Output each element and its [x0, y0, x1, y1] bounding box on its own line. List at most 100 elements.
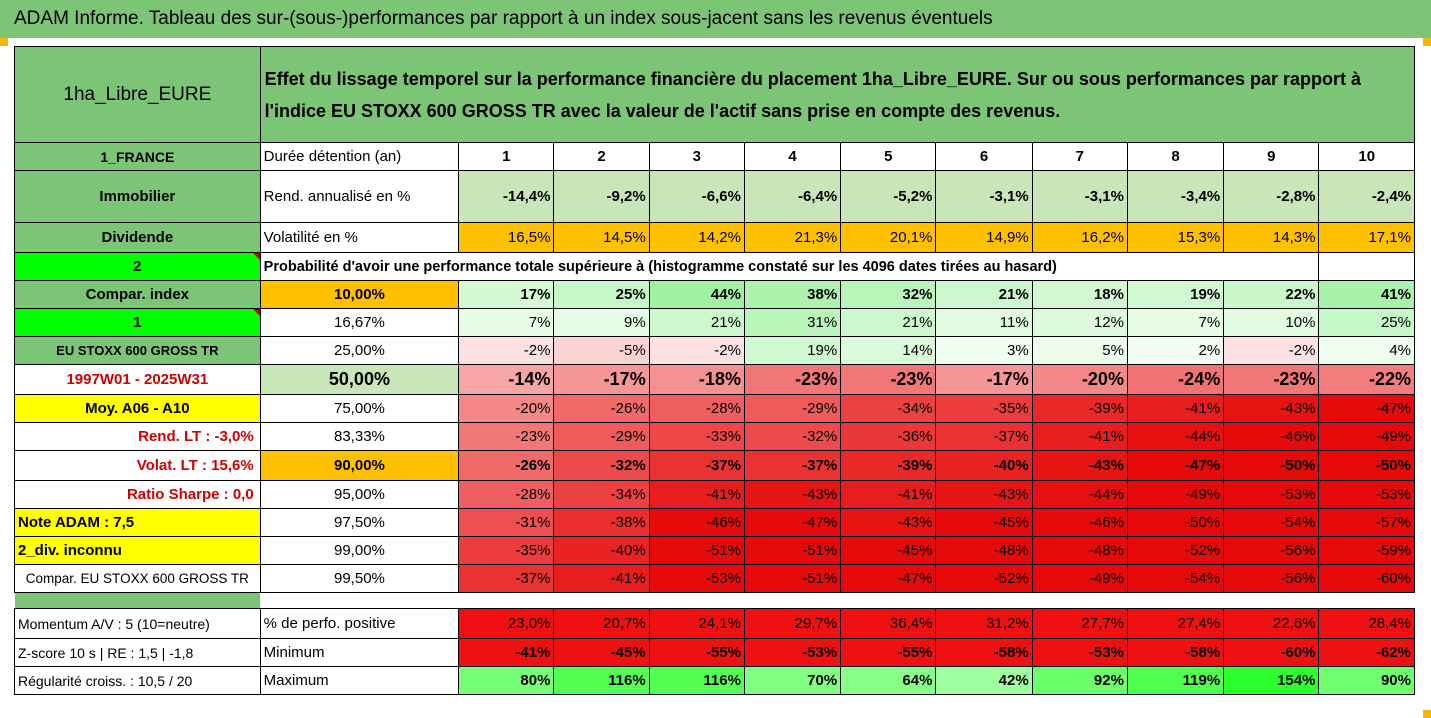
quantile-row: 1 16,67% 7% 9% 21% 31% 21% 11% 12% 7% 10% 25%	[14, 308, 1415, 337]
corner-marker	[0, 38, 8, 46]
quantile-value: -35%	[458, 536, 555, 565]
pct-pos-value: 27,4%	[1126, 608, 1225, 639]
quantile-value: 25%	[1318, 308, 1415, 337]
max-row: Régularité croiss. : 10,5 / 20 Maximum 80%…	[14, 666, 1415, 695]
quantile-value: -53%	[648, 564, 745, 593]
quantile-value: -22%	[1318, 364, 1415, 395]
quantile-value: -54%	[1126, 564, 1225, 593]
pct-pos-value: 27,7%	[1031, 608, 1128, 639]
quantile-label: 83,33%	[259, 422, 460, 451]
compar-full-label: Compar. EU STOXX 600 GROSS TR	[14, 564, 261, 593]
proba-label: Probabilité d'avoir une performance tota…	[259, 252, 1224, 281]
quantile-value: -46%	[1031, 508, 1128, 537]
quantile-label: 90,00%	[259, 450, 460, 481]
quantile-value: -43%	[1223, 394, 1320, 423]
spacer-cell	[260, 593, 459, 609]
year-header: 4	[743, 142, 842, 171]
quantile-label: 95,00%	[259, 480, 460, 509]
quantile-value: -53%	[1318, 480, 1415, 509]
quantile-value: -48%	[935, 536, 1033, 565]
max-label: Maximum	[259, 666, 460, 695]
quantile-value: -20%	[458, 394, 555, 423]
quantile-value: -45%	[840, 536, 937, 565]
spacer-cell	[554, 593, 649, 609]
quantile-value: -56%	[1223, 564, 1320, 593]
volat-value: 16,2%	[1031, 222, 1128, 253]
pct-pos-value: 36,4%	[840, 608, 937, 639]
compar-index-label: Compar. index	[14, 280, 261, 309]
quantile-value: 2%	[1126, 336, 1225, 365]
quantile-value: -23%	[1223, 364, 1320, 395]
quantile-value: -52%	[1126, 536, 1225, 565]
spacer-green	[14, 592, 261, 609]
quantile-label: 16,67%	[259, 308, 460, 337]
rend-value: -3,1%	[1031, 170, 1128, 223]
spacer-cell	[459, 593, 554, 609]
rend-value: -2,8%	[1223, 170, 1320, 223]
volat-value: 14,5%	[553, 222, 650, 253]
min-value: -58%	[935, 638, 1033, 667]
quantile-value: -5%	[553, 336, 650, 365]
quantile-label: 75,00%	[259, 394, 460, 423]
quantile-value: 22%	[1223, 280, 1320, 309]
volat-row: Dividende Volatilité en % 16,5% 14,5% 14,2% 2…	[14, 222, 1415, 253]
quantile-value: -14%	[458, 364, 555, 395]
report-title: ADAM Informe. Tableau des sur-(sous-)per…	[0, 0, 1431, 38]
quantile-value: -28%	[458, 480, 555, 509]
sharpe-label: Ratio Sharpe : 0,0	[14, 480, 261, 509]
volat-value: 16,5%	[458, 222, 555, 253]
min-value: -62%	[1318, 638, 1415, 667]
year-header: 1	[458, 142, 555, 171]
rend-value: -5,2%	[840, 170, 937, 223]
spacer-cell	[1032, 593, 1127, 609]
quantile-value: -40%	[935, 450, 1033, 481]
quantile-value: -41%	[1126, 394, 1225, 423]
year-header: 6	[935, 142, 1033, 171]
header-row: 1ha_Libre_EURE Effet du lissage temporel …	[14, 46, 1416, 143]
marker-one: 1	[14, 308, 261, 337]
performance-table: 1ha_Libre_EURE Effet du lissage temporel …	[14, 46, 1416, 695]
quantile-value: 12%	[1031, 308, 1128, 337]
pct-pos-value: 28,4%	[1318, 608, 1415, 639]
quantile-value: -44%	[1031, 480, 1128, 509]
quantile-value: -49%	[1318, 422, 1415, 451]
moy-label: Moy. A06 - A10	[14, 394, 261, 423]
corner-marker	[1423, 38, 1431, 46]
rend-value: -6,6%	[648, 170, 745, 223]
quantile-value: -39%	[840, 450, 937, 481]
quantile-value: -29%	[743, 394, 842, 423]
pct-pos-value: 20,7%	[553, 608, 650, 639]
quantile-row: Ratio Sharpe : 0,0 95,00% -28% -34% -41% -43%…	[14, 480, 1415, 509]
quantile-value: -59%	[1318, 536, 1415, 565]
quantile-value: -49%	[1031, 564, 1128, 593]
year-header: 5	[840, 142, 937, 171]
quantile-value: -17%	[935, 364, 1033, 395]
rend-value: -3,4%	[1126, 170, 1225, 223]
quantile-row: Note ADAM : 7,5 97,50% -31% -38% -46% -47% -43…	[14, 508, 1415, 537]
max-value: 64%	[840, 666, 937, 695]
quantile-value: -50%	[1223, 450, 1320, 481]
quantile-value: 32%	[840, 280, 937, 309]
year-header: 7	[1031, 142, 1128, 171]
max-value: 92%	[1031, 666, 1128, 695]
quantile-value: -37%	[458, 564, 555, 593]
quantile-value: -53%	[1223, 480, 1320, 509]
rend-label: Rend. annualisé en %	[259, 170, 460, 223]
rend-value: -14,4%	[458, 170, 555, 223]
quantile-value: -26%	[458, 450, 555, 481]
quantile-value: -50%	[1126, 508, 1225, 537]
rend-value: -3,1%	[935, 170, 1033, 223]
quantile-value: 38%	[743, 280, 842, 309]
max-value: 116%	[553, 666, 650, 695]
quantile-value: -20%	[1031, 364, 1128, 395]
rend-value: -2,4%	[1318, 170, 1415, 223]
quantile-value: -41%	[1031, 422, 1128, 451]
quantile-value: 4%	[1318, 336, 1415, 365]
min-value: -45%	[553, 638, 650, 667]
quantile-value: -39%	[1031, 394, 1128, 423]
quantile-value: 3%	[935, 336, 1033, 365]
rend-value: -6,4%	[743, 170, 842, 223]
quantile-value: -32%	[743, 422, 842, 451]
min-value: -41%	[458, 638, 555, 667]
quantile-value: 21%	[648, 308, 745, 337]
